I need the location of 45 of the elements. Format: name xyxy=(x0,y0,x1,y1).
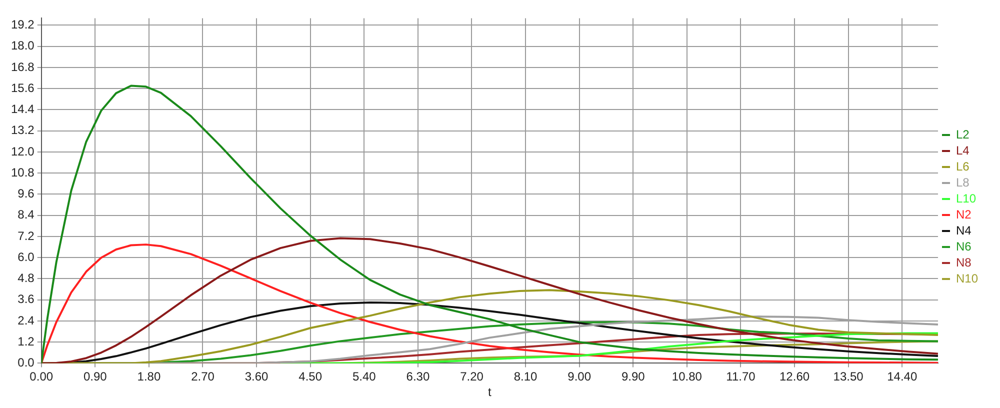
legend-label: N8 xyxy=(956,255,972,270)
x-tick-label: 0.00 xyxy=(30,370,54,384)
legend-label: L6 xyxy=(956,159,970,174)
x-tick-label: 0.90 xyxy=(83,370,108,384)
y-tick-label: 10.8 xyxy=(10,165,35,180)
x-tick-label: 11.70 xyxy=(726,370,756,384)
x-axis-title: t xyxy=(488,385,492,400)
legend-label: L2 xyxy=(956,127,970,142)
y-tick-label: 14.4 xyxy=(10,102,35,116)
x-tick-label: 8.10 xyxy=(514,370,538,384)
legend-label: N4 xyxy=(956,223,972,238)
y-tick-label: 2.4 xyxy=(18,313,35,328)
y-tick-label: 19.2 xyxy=(10,18,35,32)
y-tick-label: 15.6 xyxy=(10,80,35,95)
x-tick-label: 1.80 xyxy=(137,370,161,384)
x-tick-label: 2.70 xyxy=(191,370,215,384)
x-tick-label: 9.90 xyxy=(621,370,646,384)
legend-label: N2 xyxy=(956,207,972,222)
x-tick-label: 5.40 xyxy=(352,370,376,384)
x-tick-label: 14.40 xyxy=(887,370,918,384)
y-tick-label: 7.2 xyxy=(18,228,35,243)
x-tick-label: 10.80 xyxy=(672,370,702,384)
x-tick-label: 4.50 xyxy=(298,370,322,384)
x-tick-label: 12.60 xyxy=(780,370,810,384)
y-tick-label: 18.0 xyxy=(10,38,35,53)
y-tick-label: 4.8 xyxy=(18,271,35,286)
y-tick-label: 9.6 xyxy=(18,186,35,201)
legend-label: L8 xyxy=(956,175,970,190)
x-tick-label: 3.60 xyxy=(244,370,269,384)
y-tick-label: 3.6 xyxy=(18,292,35,306)
y-tick-label: 13.2 xyxy=(10,123,35,138)
y-tick-label: 16.8 xyxy=(10,60,35,74)
y-tick-label: 8.4 xyxy=(18,208,35,222)
y-tick-label: 12.0 xyxy=(10,144,35,158)
y-tick-label: 0.0 xyxy=(18,356,35,370)
legend-label: N6 xyxy=(956,239,972,254)
x-tick-label: 13.50 xyxy=(833,370,864,384)
legend-label: N10 xyxy=(956,271,978,286)
y-tick-label: 1.2 xyxy=(18,334,35,348)
y-tick-label: 6.0 xyxy=(18,250,35,264)
legend-label: L4 xyxy=(956,143,970,158)
x-tick-label: 7.20 xyxy=(460,370,484,384)
legend-label: L10 xyxy=(956,191,976,206)
x-tick-label: 6.30 xyxy=(406,370,430,384)
x-tick-label: 9.00 xyxy=(568,370,592,384)
